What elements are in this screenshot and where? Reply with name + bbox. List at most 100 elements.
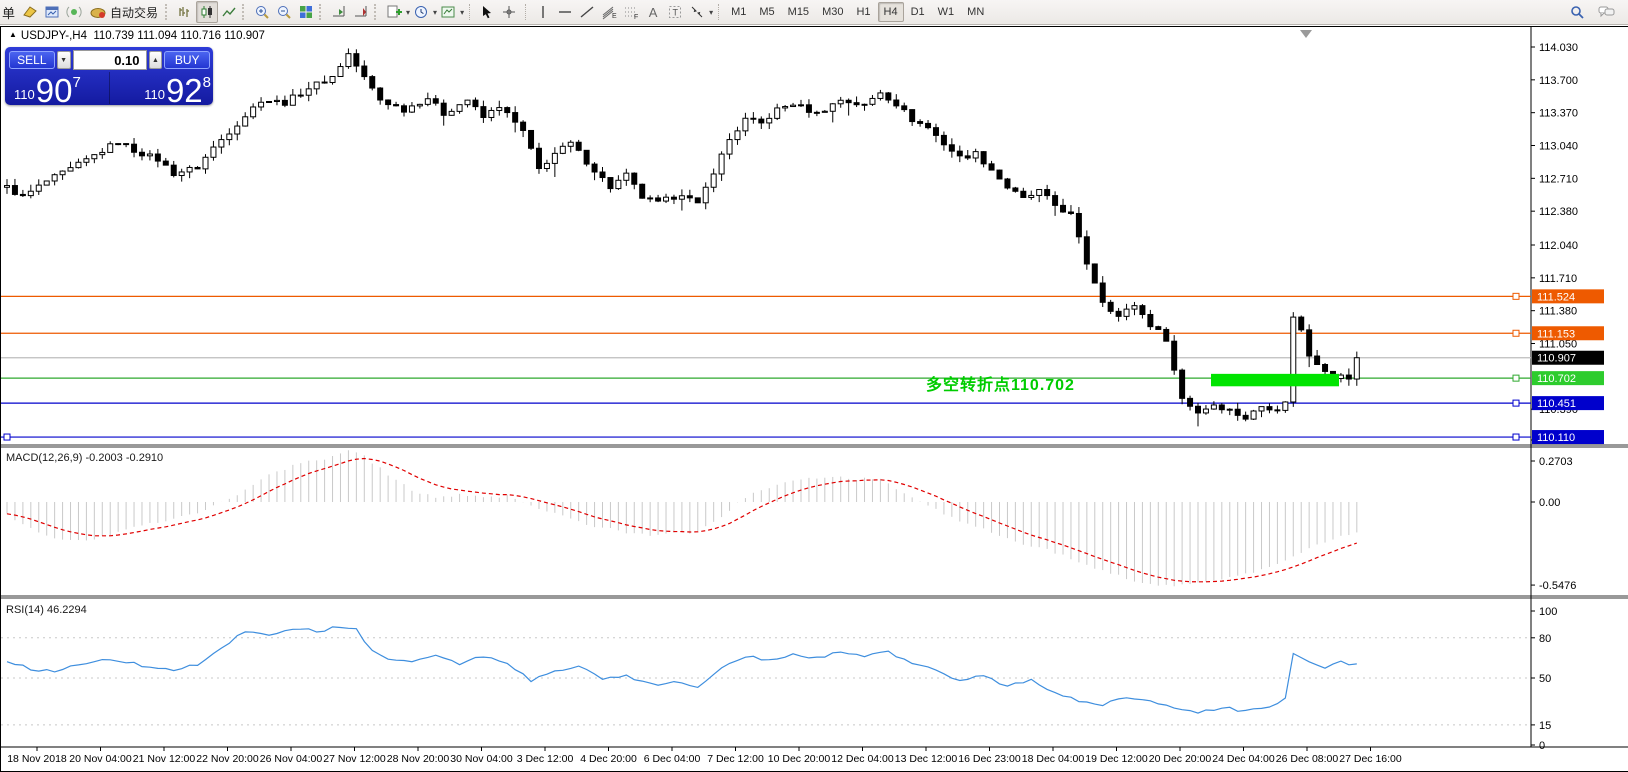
price-badge-label: 111.153 — [1537, 328, 1575, 340]
time-label: 10 Dec 20:00 — [768, 753, 831, 765]
vertical-line-tool-icon[interactable] — [532, 1, 554, 23]
zoom-out-icon[interactable] — [273, 1, 295, 23]
candle — [99, 151, 106, 156]
grid-tool-icon[interactable]: F — [620, 1, 642, 23]
template-icon[interactable] — [437, 1, 459, 23]
label-tool-icon[interactable]: T — [664, 1, 686, 23]
level-handle[interactable] — [1512, 374, 1520, 382]
tab-timeframe-mn[interactable]: MN — [967, 6, 985, 18]
candle — [813, 111, 820, 114]
candle — [1099, 282, 1106, 303]
lot-size-input[interactable] — [72, 50, 147, 70]
autotrade-button[interactable]: 自动交易 — [85, 2, 163, 22]
chart-shift-marker[interactable] — [1300, 30, 1312, 38]
fibonacci-tool-icon[interactable]: E — [598, 1, 620, 23]
candle — [718, 153, 725, 175]
accounts-book-icon[interactable] — [19, 1, 41, 23]
candle — [424, 98, 431, 105]
search-icon[interactable] — [1566, 1, 1588, 23]
candle — [1226, 408, 1233, 411]
template-dropdown[interactable]: ▾ — [460, 7, 465, 17]
collapse-arrow-icon[interactable]: ▲ — [9, 30, 17, 39]
candle — [543, 162, 550, 170]
tab-timeframe-m1[interactable]: M1 — [731, 6, 747, 18]
candle — [496, 107, 503, 111]
tile-windows-icon[interactable] — [295, 1, 317, 23]
level-handle[interactable] — [3, 433, 11, 441]
candle — [1036, 189, 1043, 196]
candle — [472, 99, 479, 108]
text-tool-icon[interactable]: A — [648, 4, 658, 20]
highlight-rect[interactable] — [1211, 373, 1339, 387]
tab-timeframe-w1[interactable]: W1 — [937, 6, 955, 18]
auto-scroll-icon[interactable] — [328, 1, 350, 23]
chart-shift-icon[interactable] — [350, 1, 372, 23]
candle — [512, 112, 519, 123]
lot-increase-button[interactable]: ▲ — [148, 51, 163, 69]
candle — [1218, 404, 1225, 411]
tab-timeframe-h4[interactable]: H4 — [877, 2, 904, 22]
buy-price-big: 92 — [165, 72, 203, 109]
new-chart-window-icon[interactable] — [41, 1, 63, 23]
period-clock-icon[interactable] — [410, 1, 432, 23]
candle — [154, 153, 161, 162]
candle — [750, 117, 757, 120]
buy-price[interactable]: 110 92 8 — [137, 70, 211, 109]
sell-button[interactable]: SELL — [9, 51, 55, 69]
candle — [782, 106, 789, 109]
level-handle[interactable] — [1512, 399, 1520, 407]
cursor-tool-icon[interactable] — [476, 1, 498, 23]
zoom-in-icon[interactable] — [251, 1, 273, 23]
tab-timeframe-m15[interactable]: M15 — [787, 6, 810, 18]
candle — [170, 164, 177, 177]
tab-timeframe-m30[interactable]: M30 — [822, 6, 844, 18]
bar-chart-mode-icon[interactable] — [174, 1, 196, 23]
candle — [1322, 364, 1329, 372]
new-order-icon[interactable] — [383, 1, 405, 23]
signal-icon[interactable] — [63, 1, 85, 23]
candle — [1274, 409, 1281, 412]
candle — [893, 99, 900, 107]
candle — [305, 88, 312, 96]
level-handle[interactable] — [1512, 329, 1520, 337]
rsi-line — [6, 626, 1357, 714]
price-badge-label: 111.524 — [1537, 291, 1575, 303]
line-chart-mode-icon[interactable] — [218, 1, 240, 23]
candle — [115, 143, 122, 146]
new-order-dropdown[interactable]: ▾ — [406, 7, 411, 17]
chart-canvas[interactable]: 114.030 113.700 113.370 113.040 112.710 112.3… — [1, 27, 1628, 771]
level-handle[interactable] — [1512, 433, 1520, 441]
candle — [361, 65, 368, 78]
candle — [583, 149, 590, 165]
one-click-trading-panel: SELL ▼ ▲ BUY 110 90 7 110 92 8 — [5, 47, 213, 109]
tab-timeframe-h1[interactable]: H1 — [856, 6, 871, 18]
candle — [1298, 316, 1305, 331]
rsi-tick-label: 0 — [1539, 740, 1545, 752]
candle — [75, 161, 82, 169]
candle — [1187, 397, 1194, 407]
tab-timeframe-m5[interactable]: M5 — [759, 6, 775, 18]
chat-icon[interactable] — [1596, 1, 1618, 23]
candle — [670, 196, 677, 200]
sell-price[interactable]: 110 90 7 — [7, 70, 81, 107]
rsi-tick-label: 50 — [1539, 673, 1551, 685]
trendline-tool-icon[interactable] — [576, 1, 598, 23]
candle — [329, 76, 336, 84]
lot-decrease-button[interactable]: ▼ — [56, 51, 71, 69]
orders-menu[interactable]: 单 — [2, 5, 16, 21]
candle — [710, 173, 717, 188]
shapes-tool-icon[interactable] — [686, 1, 708, 23]
level-handle[interactable] — [1512, 292, 1520, 300]
candle — [559, 145, 566, 154]
tab-timeframe-d1[interactable]: D1 — [910, 6, 925, 18]
candlestick-mode-icon[interactable] — [196, 1, 219, 23]
horizontal-line-tool-icon[interactable] — [554, 1, 576, 23]
chart-ohlc: 110.739 111.094 110.716 110.907 — [93, 30, 265, 42]
period-dropdown[interactable]: ▾ — [433, 7, 438, 17]
shapes-dropdown[interactable]: ▾ — [709, 7, 714, 17]
buy-button[interactable]: BUY — [164, 51, 210, 69]
candle — [615, 179, 622, 190]
macd-title: MACD(12,26,9) — [6, 452, 83, 464]
crosshair-tool-icon[interactable] — [498, 1, 520, 23]
candle — [1266, 406, 1273, 411]
